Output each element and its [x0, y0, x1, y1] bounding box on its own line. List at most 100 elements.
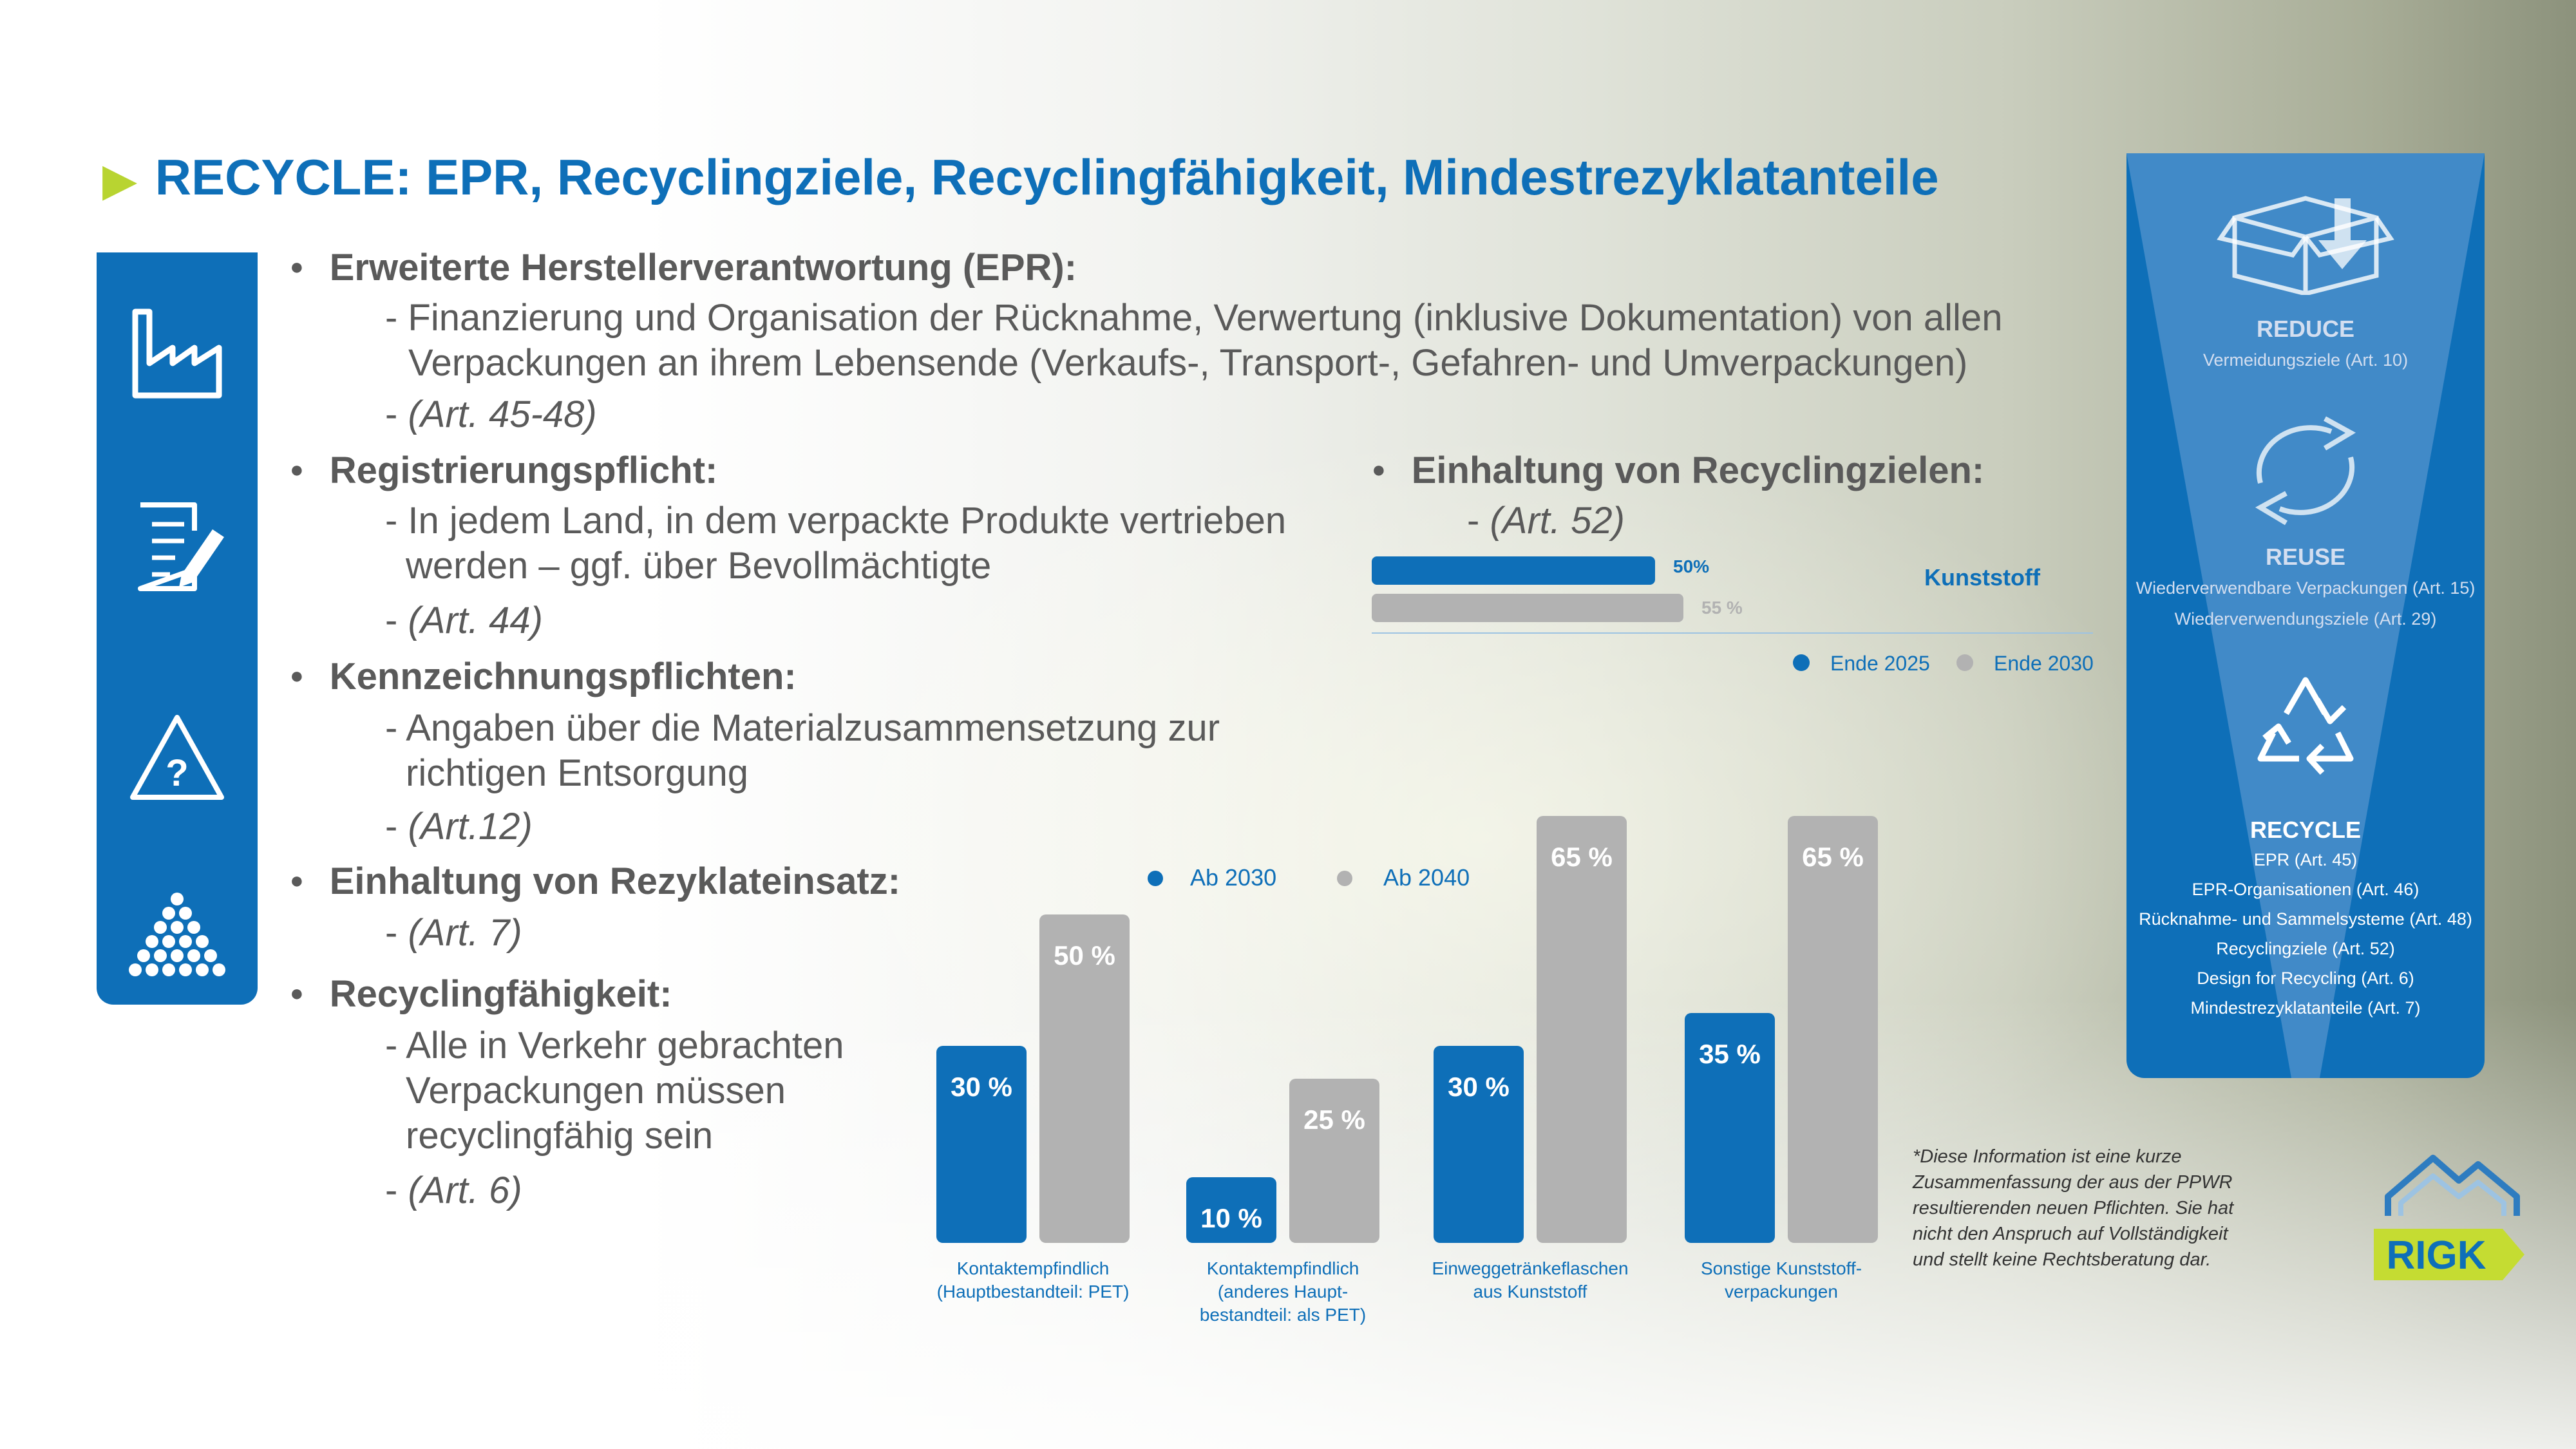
- recycle-line-5: Design for Recycling (Art. 6): [2197, 969, 2414, 988]
- bullet-recyclate-heading-text: Einhaltung von Rezyklateinsatz:: [329, 860, 901, 902]
- category-label-3: Einwegge­tränkeflaschen aus Kunststoff: [1395, 1257, 1665, 1303]
- recycle-line-4: Recyclingziele (Art. 52): [2216, 939, 2395, 958]
- recycle-line-3: Rücknahme- und Sammelsysteme (Art. 48): [2139, 909, 2472, 929]
- ref-text: (Art. 45-48): [408, 393, 597, 435]
- legend-dot-ab-2040: [1337, 871, 1352, 886]
- ref-prefix: -: [1467, 500, 1490, 542]
- bar-value-label: 50 %: [1054, 940, 1115, 971]
- document-pen-icon: [138, 502, 224, 591]
- category-label-line: Sonstige Kunststoff-: [1700, 1258, 1862, 1278]
- recycle-icon: [2257, 677, 2354, 775]
- bullet-registration-heading: ● Registrierungspflicht:: [290, 450, 718, 491]
- reduce-line-1: Vermeidungsziele (Art. 10): [2202, 350, 2409, 370]
- bullet-registration-line1: - In jedem Land, in dem verpackte Produk…: [385, 500, 1287, 542]
- bullet-recyclability-line3: recyclingfähig sein: [406, 1115, 714, 1157]
- ref-prefix: -: [385, 912, 408, 954]
- box-down-arrow-icon: [2217, 196, 2394, 295]
- pellets-icon: [129, 893, 225, 976]
- ref-text: (Art. 6): [408, 1170, 522, 1211]
- title-arrow-icon: ▶: [103, 156, 136, 204]
- recycle-line-2: EPR-Organisationen (Art. 46): [2192, 880, 2420, 899]
- reuse-title: REUSE: [2265, 544, 2346, 570]
- target-bar-label-2025: 50%: [1673, 556, 1710, 576]
- recycle-line-1: EPR (Art. 45): [2253, 850, 2358, 869]
- bar-ab-2030-cat-2: [1186, 1177, 1276, 1243]
- bullet-recyclability-ref: - (Art. 6): [385, 1169, 522, 1212]
- bar-value-label: 65 %: [1551, 842, 1613, 872]
- target-category-label: Kunststoff: [1924, 564, 2040, 591]
- legend-ende-2025: Ende 2025: [1830, 652, 1930, 675]
- page-title: ▶ RECYCLE: EPR, Recyclingziele, Recycling…: [103, 148, 1939, 207]
- category-label-line: aus Kunststoff: [1473, 1282, 1587, 1302]
- legend-ab-2040: Ab 2040: [1383, 864, 1470, 891]
- legend-ende-2030: Ende 2030: [1994, 652, 2094, 675]
- bullet-labeling-ref: - (Art.12): [385, 805, 533, 848]
- recycle-title: RECYCLE: [2249, 817, 2362, 843]
- bar-value-label: 30 %: [1448, 1072, 1510, 1102]
- bullet-labeling-heading-text: Kennzeichnungspflichten:: [329, 656, 797, 697]
- bar-value-label: 10 %: [1200, 1203, 1262, 1233]
- bullet-recyclate-ref: - (Art. 7): [385, 911, 522, 954]
- bullet-recyclability-line2: Verpackungen müssen: [406, 1070, 786, 1112]
- bullet-epr-heading-text: Erweiterte Herstellerverantwortung (EPR)…: [329, 247, 1077, 289]
- funnel-shape: [2126, 153, 2485, 1078]
- ref-prefix: -: [385, 600, 408, 641]
- bullet-labeling-heading: ● Kennzeichnungspflichten:: [290, 656, 797, 697]
- bullet-labeling-line1: - Angaben über die Materialzusammensetzu…: [385, 707, 1220, 749]
- reduce-title: REDUCE: [2256, 316, 2354, 342]
- bullet-recyclability-heading: ● Recyclingfähigkeit:: [290, 973, 672, 1015]
- bullet-registration-ref: - (Art. 44): [385, 599, 543, 642]
- bullet-targets-heading-text: Einhaltung von Recyclingzielen:: [1411, 450, 1985, 491]
- title-text: RECYCLE: EPR, Recyclingziele, Recyclingf…: [155, 149, 1939, 205]
- bullet-recyclability-heading-text: Recyclingfähigkeit:: [329, 973, 672, 1015]
- target-chart-axis: [1372, 632, 2093, 634]
- warning-question-icon: ?: [130, 715, 224, 800]
- bullet-epr-line2: Verpackungen an ihrem Lebensende (Verkau…: [408, 342, 1968, 384]
- bar-ab-2040-cat-3: [1537, 816, 1627, 1243]
- ref-prefix: -: [385, 393, 408, 435]
- reuse-arrows-icon: [2255, 416, 2356, 526]
- reuse-line-2: Wiederverwendungsziele (Art. 29): [2174, 609, 2437, 629]
- ref-prefix: -: [385, 1170, 408, 1211]
- category-label-line: (anderes Haupt-: [1217, 1282, 1349, 1302]
- recycle-line-6: Mindestrezyklatanteile (Art. 7): [2190, 998, 2421, 1018]
- factory-icon: [132, 308, 222, 399]
- bar-ab-2030-cat-1: [936, 1046, 1027, 1243]
- bullet-registration-line2: werden – ggf. über Bevollmächtigte: [406, 545, 992, 587]
- bar-value-label: 25 %: [1303, 1104, 1365, 1135]
- icon-sidebar: ?: [97, 252, 258, 1005]
- legend-dot-ab-2030: [1148, 871, 1163, 886]
- logo-text: RIGK: [2387, 1233, 2486, 1278]
- bar-ab-2030-cat-4: [1685, 1013, 1775, 1243]
- bullet-epr-heading: ● Erweiterte Herstellerverantwortung (EPR…: [290, 247, 1077, 289]
- category-label-line: verpackungen: [1725, 1282, 1838, 1302]
- svg-text:?: ?: [166, 752, 188, 794]
- bullet-targets-heading: ● Einhaltung von Recyclingzielen:: [1372, 450, 1985, 491]
- bar-value-label: 35 %: [1699, 1039, 1761, 1069]
- bar-ab-2040-cat-2: [1289, 1079, 1379, 1243]
- category-label-line: Kontaktempfindlich: [956, 1258, 1110, 1278]
- category-label-4: Sonstige Kunststoff-verpackungen: [1646, 1257, 1917, 1303]
- reuse-line-1: Wiederverwendbare Verpackungen (Art. 15): [2136, 578, 2476, 598]
- bullet-epr-line1: - Finanzierung und Organisation der Rück…: [385, 297, 2003, 339]
- category-label-1: Kontaktempfindlich (Hauptbestandteil: PET…: [898, 1257, 1168, 1303]
- disclaimer-note: *Diese Information ist eine kurze Zusamm…: [1913, 1146, 2234, 1270]
- category-label-2: Kontaktempfindlich (anderes Haupt-bestand…: [1148, 1257, 1418, 1327]
- waste-hierarchy-panel: REDUCE Vermeidungsziele (Art. 10) REUSE …: [2126, 153, 2485, 1078]
- bar-value-label: 30 %: [951, 1072, 1012, 1102]
- target-bar-ende-2025: [1372, 556, 1655, 585]
- target-bar-label-2030: 55 %: [1701, 598, 1743, 618]
- bullet-recyclate-heading: ● Einhaltung von Rezyklateinsatz:: [290, 860, 901, 902]
- legend-dot-ende-2030: [1956, 654, 1973, 671]
- bullet-targets-ref: - (Art. 52): [1467, 499, 1625, 542]
- category-label-line: (Hauptbestandteil: PET): [936, 1282, 1130, 1302]
- bullet-registration-heading-text: Registrierungspflicht:: [329, 450, 718, 491]
- bullet-recyclability-line1: - Alle in Verkehr gebrachten: [385, 1025, 844, 1066]
- bar-ab-2040-cat-1: [1039, 914, 1130, 1243]
- category-label-line: Kontaktempfindlich: [1206, 1258, 1359, 1278]
- bullet-labeling-line2: richtigen Entsorgung: [406, 752, 748, 794]
- legend-dot-ende-2025: [1793, 654, 1810, 671]
- target-bar-ende-2030: [1372, 594, 1683, 622]
- bar-ab-2030-cat-3: [1434, 1046, 1524, 1243]
- legend-ab-2030: Ab 2030: [1190, 864, 1277, 891]
